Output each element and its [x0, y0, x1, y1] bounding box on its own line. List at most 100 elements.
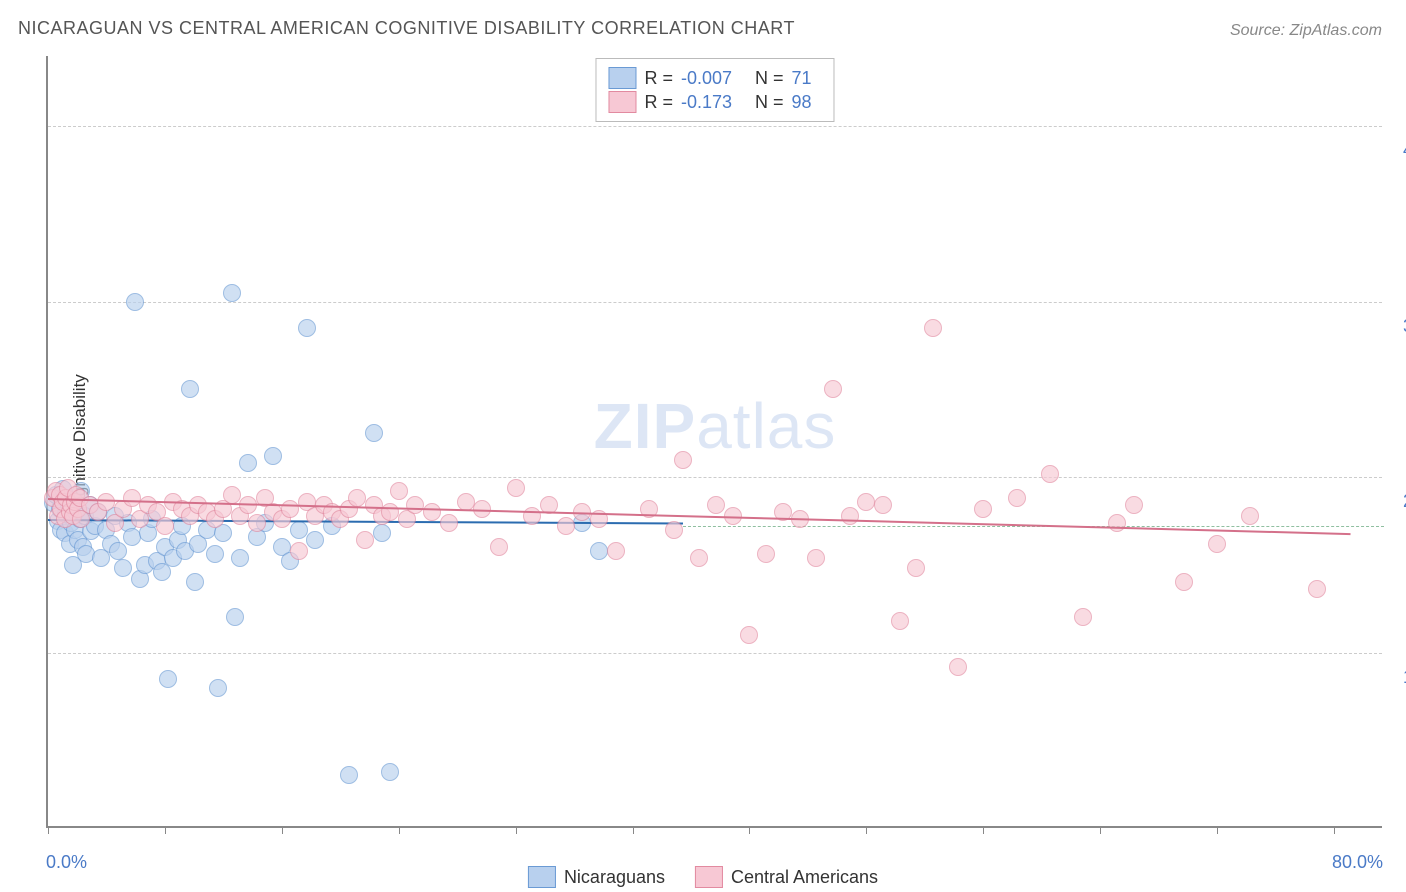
scatter-point — [523, 507, 541, 525]
scatter-point — [924, 319, 942, 337]
scatter-point — [674, 451, 692, 469]
correlation-legend: R = -0.007 N = 71R = -0.173 N = 98 — [595, 58, 834, 122]
xtick-label: 0.0% — [46, 852, 87, 873]
series-legend-item: Nicaraguans — [528, 866, 665, 888]
scatter-point — [123, 489, 141, 507]
gridline-h — [48, 302, 1382, 303]
ytick-label: 20.0% — [1392, 491, 1406, 512]
gridline-h — [48, 126, 1382, 127]
scatter-point — [223, 486, 241, 504]
scatter-point — [156, 517, 174, 535]
corr-legend-row: R = -0.173 N = 98 — [608, 91, 821, 113]
scatter-point — [298, 319, 316, 337]
scatter-point — [281, 500, 299, 518]
xtick-label: 80.0% — [1332, 852, 1383, 873]
xtick-mark — [1334, 826, 1335, 834]
scatter-point — [186, 573, 204, 591]
scatter-point — [607, 542, 625, 560]
scatter-point — [390, 482, 408, 500]
ytick-label: 10.0% — [1392, 667, 1406, 688]
scatter-point — [223, 284, 241, 302]
corr-legend-row: R = -0.007 N = 71 — [608, 67, 821, 89]
watermark-atlas: atlas — [696, 390, 836, 462]
scatter-point — [159, 670, 177, 688]
scatter-point — [757, 545, 775, 563]
scatter-point — [824, 380, 842, 398]
scatter-point — [123, 528, 141, 546]
legend-n-value: 71 — [792, 68, 822, 89]
series-legend-label: Nicaraguans — [564, 867, 665, 888]
scatter-point — [231, 549, 249, 567]
scatter-point — [841, 507, 859, 525]
scatter-point — [807, 549, 825, 567]
xtick-mark — [282, 826, 283, 834]
gridline-h — [48, 477, 1382, 478]
scatter-point — [206, 545, 224, 563]
scatter-point — [490, 538, 508, 556]
scatter-point — [590, 542, 608, 560]
scatter-point — [264, 447, 282, 465]
xtick-mark — [749, 826, 750, 834]
series-legend-label: Central Americans — [731, 867, 878, 888]
scatter-point — [181, 380, 199, 398]
legend-r-value: -0.007 — [681, 68, 737, 89]
xtick-mark — [983, 826, 984, 834]
scatter-point — [949, 658, 967, 676]
xtick-mark — [1100, 826, 1101, 834]
xtick-mark — [633, 826, 634, 834]
xtick-mark — [866, 826, 867, 834]
scatter-point — [226, 608, 244, 626]
scatter-point — [1308, 580, 1326, 598]
scatter-point — [1175, 573, 1193, 591]
scatter-point — [440, 514, 458, 532]
scatter-point — [290, 542, 308, 560]
scatter-point — [109, 542, 127, 560]
plot-area: ZIPatlas R = -0.007 N = 71R = -0.173 N =… — [46, 56, 1382, 828]
scatter-point — [874, 496, 892, 514]
scatter-point — [1008, 489, 1026, 507]
scatter-point — [857, 493, 875, 511]
scatter-point — [239, 454, 257, 472]
legend-swatch — [608, 67, 636, 89]
scatter-point — [114, 559, 132, 577]
scatter-point — [306, 531, 324, 549]
scatter-point — [209, 679, 227, 697]
scatter-point — [340, 766, 358, 784]
series-legend-item: Central Americans — [695, 866, 878, 888]
scatter-point — [1208, 535, 1226, 553]
series-legend: Nicaraguans Central Americans — [528, 866, 878, 888]
scatter-point — [1074, 608, 1092, 626]
scatter-point — [974, 500, 992, 518]
scatter-point — [381, 503, 399, 521]
scatter-point — [1108, 514, 1126, 532]
scatter-point — [891, 612, 909, 630]
scatter-point — [356, 531, 374, 549]
xtick-mark — [48, 826, 49, 834]
xtick-mark — [399, 826, 400, 834]
legend-swatch — [528, 866, 556, 888]
scatter-point — [707, 496, 725, 514]
legend-r-label: R = — [644, 92, 673, 113]
legend-n-label: N = — [745, 68, 784, 89]
scatter-point — [1041, 465, 1059, 483]
scatter-point — [406, 496, 424, 514]
legend-swatch — [695, 866, 723, 888]
xtick-mark — [1217, 826, 1218, 834]
scatter-point — [1125, 496, 1143, 514]
xtick-mark — [165, 826, 166, 834]
ytick-label: 30.0% — [1392, 316, 1406, 337]
legend-n-value: 98 — [792, 92, 822, 113]
scatter-point — [1241, 507, 1259, 525]
scatter-point — [457, 493, 475, 511]
ytick-label: 40.0% — [1392, 140, 1406, 161]
scatter-point — [690, 549, 708, 567]
gridline-h — [48, 653, 1382, 654]
chart-title: NICARAGUAN VS CENTRAL AMERICAN COGNITIVE… — [18, 18, 795, 39]
scatter-point — [907, 559, 925, 577]
scatter-point — [423, 503, 441, 521]
zipatlas-watermark: ZIPatlas — [594, 389, 837, 463]
scatter-point — [126, 293, 144, 311]
scatter-point — [365, 424, 383, 442]
scatter-point — [248, 514, 266, 532]
scatter-point — [507, 479, 525, 497]
